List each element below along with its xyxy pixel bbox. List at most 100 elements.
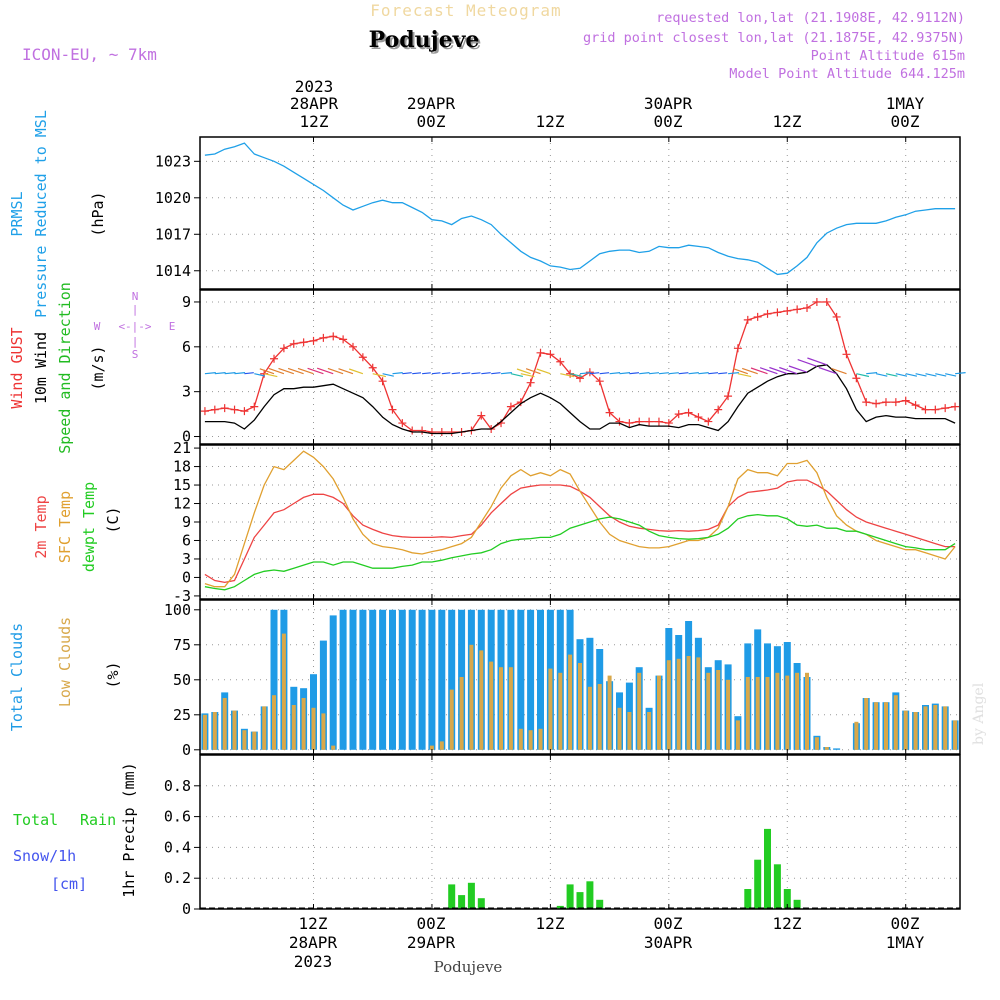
cloud-unit: (%) <box>104 661 122 688</box>
top-time-line: 00Z <box>891 112 920 131</box>
y-tick-label: 0 <box>182 568 191 586</box>
y-tick-label: 1017 <box>155 225 191 243</box>
gust-marker <box>310 337 318 345</box>
total-cloud-bar <box>369 610 376 750</box>
gust-marker <box>793 305 801 313</box>
gust-marker <box>833 313 841 321</box>
total-cloud-bar <box>438 610 445 750</box>
total-cloud-bar <box>409 610 416 750</box>
y-tick-label: 0.8 <box>164 777 191 795</box>
wind-label-c: Speed and Direction <box>56 282 74 454</box>
total-cloud-bar <box>399 610 406 750</box>
total-cloud-bar <box>350 610 357 750</box>
gust-marker <box>813 298 821 306</box>
total-cloud-bar <box>389 610 396 750</box>
top-time-label-3: 12Z <box>536 112 565 131</box>
gust-marker <box>823 298 831 306</box>
panel-frame <box>200 755 960 909</box>
wind-arrow <box>225 373 236 374</box>
wind-arrow <box>580 373 591 374</box>
wind-arrow <box>698 373 708 374</box>
total-cloud-bar <box>359 610 366 750</box>
gust-marker <box>862 398 870 406</box>
low-cloud-bar <box>864 698 868 750</box>
gust-marker <box>329 332 337 340</box>
y-tick-label: 18 <box>173 458 191 476</box>
wind-arrow <box>412 373 421 374</box>
gust-marker <box>694 413 702 421</box>
pressure-label-b: Pressure Reduced to MSL <box>32 110 50 318</box>
wind-arrow <box>501 373 512 374</box>
low-cloud-bar <box>489 662 493 750</box>
gust-marker <box>783 307 791 315</box>
low-cloud-bar <box>756 677 760 750</box>
bottom-time-line: 28APR <box>289 933 338 952</box>
panel-frame <box>200 137 960 289</box>
top-time-line: 12Z <box>773 112 802 131</box>
low-cloud-bar <box>331 746 335 750</box>
bottom-time-line: 2023 <box>294 952 333 971</box>
bottom-time-line: 1MAY <box>886 933 925 952</box>
low-cloud-bar <box>943 706 947 749</box>
low-cloud-bar <box>933 705 937 750</box>
bottom-time-line: 00Z <box>654 914 683 933</box>
series-line-2m-temp <box>205 480 955 582</box>
meteogram-title: Forecast Meteogram <box>370 1 561 20</box>
cloud-labels: Total Clouds Low Clouds (%) <box>8 617 122 731</box>
point-altitude: Point Altitude 615m <box>811 48 965 64</box>
rain-bar <box>586 881 593 909</box>
wind-arrow <box>769 368 787 374</box>
compass-bar-top: | <box>132 303 139 316</box>
low-cloud-bar <box>716 670 720 750</box>
precip-label-cm: [cm] <box>51 875 87 893</box>
wind-arrow <box>679 373 689 374</box>
top-time-label-5: 12Z <box>773 112 802 131</box>
low-cloud-bar <box>321 713 325 749</box>
total-cloud-bar <box>428 610 435 750</box>
low-cloud-bar <box>696 657 700 749</box>
panel-5: 0 0.2 0.4 0.6 0.8 <box>164 755 960 918</box>
low-cloud-bar <box>904 711 908 750</box>
top-time-line: 30APR <box>644 94 693 113</box>
precip-label-rain: Rain <box>80 811 116 829</box>
series-line-dewpt-temp <box>205 515 955 590</box>
panels: 10141017102010230369-3036912151821025507… <box>155 137 966 918</box>
gust-marker <box>201 407 209 415</box>
low-cloud-bar <box>558 673 562 750</box>
watermark: by Angel <box>971 682 987 745</box>
low-cloud-bar <box>766 677 770 750</box>
y-tick-label: 9 <box>182 513 191 531</box>
gust-marker <box>803 304 811 312</box>
gust-marker <box>527 379 535 387</box>
low-cloud-bar <box>795 673 799 750</box>
top-time-label-1: 2023 28APR 12Z <box>290 77 339 131</box>
cloud-label-a: Total Clouds <box>8 623 26 731</box>
compass-south: S <box>132 348 139 361</box>
gust-marker <box>941 404 949 412</box>
panel-1: 1014 1017 1020 1023 <box>155 137 960 289</box>
low-cloud-bar <box>953 720 957 749</box>
wind-arrow <box>264 374 277 377</box>
total-cloud-bar <box>527 610 534 750</box>
total-cloud-bar <box>419 610 426 750</box>
wind-arrow <box>471 373 480 374</box>
low-cloud-bar <box>914 712 918 750</box>
low-cloud-bar <box>854 722 858 750</box>
wind-arrow <box>669 373 679 374</box>
total-cloud-bar <box>340 610 347 750</box>
low-cloud-bar <box>460 677 464 750</box>
low-cloud-bar <box>213 712 217 750</box>
wind-arrow <box>610 373 621 374</box>
bottom-time-line: 29APR <box>407 933 456 952</box>
precip-unit: 1hr Precip (mm) <box>120 762 138 897</box>
gust-marker <box>300 338 308 346</box>
low-cloud-bar <box>598 684 602 750</box>
temp-label-a: 2m Temp <box>32 495 50 558</box>
series-line-sfc-temp <box>205 451 955 587</box>
wind-arrow <box>916 374 927 376</box>
wind-unit: (m/s) <box>89 345 107 390</box>
gust-marker <box>754 313 762 321</box>
wind-arrow <box>442 373 451 374</box>
low-cloud-bar <box>588 687 592 750</box>
y-tick-label: 15 <box>173 476 191 494</box>
